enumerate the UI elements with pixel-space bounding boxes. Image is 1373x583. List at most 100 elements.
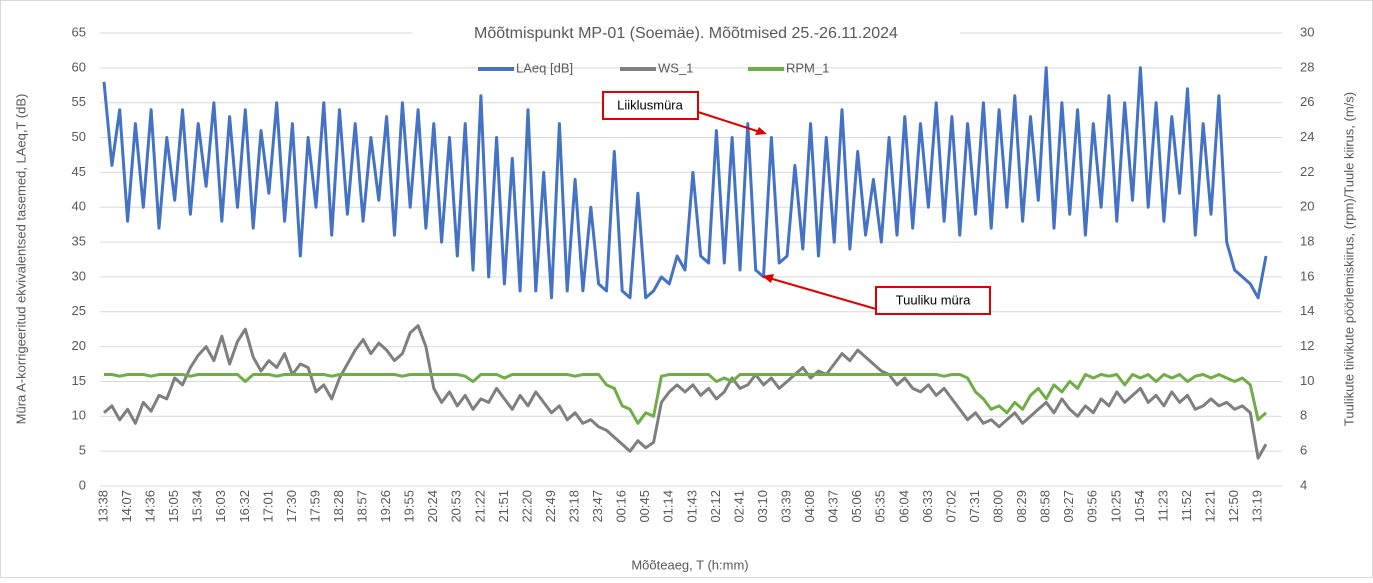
y2-tick-label: 30 bbox=[1300, 24, 1314, 39]
x-tick-label: 08:00 bbox=[990, 490, 1005, 523]
x-tick-label: 11:52 bbox=[1179, 490, 1194, 522]
y2-tick-label: 18 bbox=[1300, 234, 1314, 249]
grid: 0 5 10 15 20 25 30 35 40 45 50 55 60 65 4 6 8 10 12 14 16 18 2… bbox=[72, 24, 1315, 522]
x-tick-label: 10:25 bbox=[1108, 490, 1123, 523]
y2-tick-label: 4 bbox=[1300, 477, 1307, 492]
x-tick-label: 10:54 bbox=[1132, 490, 1147, 523]
x-tick-label: 16:03 bbox=[213, 490, 228, 523]
y2-tick-label: 22 bbox=[1300, 164, 1314, 179]
x-tick-label: 05:35 bbox=[873, 490, 888, 523]
x-tick-label: 03:10 bbox=[755, 490, 770, 523]
y2-tick-label: 28 bbox=[1300, 59, 1314, 74]
y-tick-label: 65 bbox=[72, 24, 86, 39]
x-tick-label: 04:08 bbox=[802, 490, 817, 523]
x-tick-label: 20:24 bbox=[425, 490, 440, 523]
y-tick-label: 60 bbox=[72, 59, 86, 74]
x-tick-label: 19:26 bbox=[378, 490, 393, 523]
arrow-head bbox=[755, 127, 767, 135]
x-tick-label: 09:27 bbox=[1061, 490, 1076, 523]
x-tick-label: 05:06 bbox=[849, 490, 864, 523]
x-tick-label: 02:41 bbox=[731, 490, 746, 523]
legend-label: LAeq [dB] bbox=[516, 60, 573, 75]
x-tick-label: 08:58 bbox=[1038, 490, 1053, 523]
x-tick-label: 00:16 bbox=[614, 490, 629, 523]
y-tick-label: 55 bbox=[72, 94, 86, 109]
legend: LAeq [dB] WS_1 RPM_1 bbox=[478, 60, 829, 75]
y2-tick-label: 8 bbox=[1300, 408, 1307, 423]
y2-tick-label: 6 bbox=[1300, 443, 1307, 458]
arrow-head bbox=[762, 274, 774, 283]
x-tick-label: 11:23 bbox=[1155, 490, 1170, 522]
x-tick-label: 14:07 bbox=[119, 490, 134, 523]
x-tick-label: 03:39 bbox=[779, 490, 794, 523]
x-tick-label: 12:50 bbox=[1226, 490, 1241, 523]
y-tick-label: 45 bbox=[72, 164, 86, 179]
y-tick-label: 5 bbox=[79, 443, 86, 458]
y-tick-label: 50 bbox=[72, 129, 86, 144]
x-tick-label: 00:45 bbox=[637, 490, 652, 523]
y2-tick-label: 16 bbox=[1300, 268, 1314, 283]
y2-tick-label: 14 bbox=[1300, 303, 1314, 318]
series-line bbox=[104, 373, 1267, 425]
y-tick-label: 40 bbox=[72, 199, 86, 214]
x-tick-label: 07:02 bbox=[943, 490, 958, 523]
x-tick-label: 01:43 bbox=[684, 490, 699, 523]
title-background bbox=[412, 22, 960, 44]
annotation-box bbox=[602, 91, 699, 120]
legend-label: WS_1 bbox=[658, 60, 693, 75]
y2-tick-label: 20 bbox=[1300, 199, 1314, 214]
legend-label: RPM_1 bbox=[786, 60, 829, 75]
x-tick-label: 21:51 bbox=[496, 490, 511, 523]
y2-axis-title: Tuulikute tiivikute pöörlemiskiirus, (rp… bbox=[1341, 92, 1356, 426]
x-tick-label: 06:04 bbox=[896, 490, 911, 523]
x-tick-label: 19:55 bbox=[402, 490, 417, 523]
x-tick-label: 07:31 bbox=[967, 490, 982, 523]
y-tick-label: 20 bbox=[72, 338, 86, 353]
x-tick-label: 17:30 bbox=[284, 490, 299, 523]
x-tick-label: 18:57 bbox=[355, 490, 370, 523]
x-tick-label: 16:32 bbox=[237, 490, 252, 523]
y-tick-label: 15 bbox=[72, 373, 86, 388]
x-tick-label: 17:01 bbox=[260, 490, 275, 523]
x-tick-label: 17:59 bbox=[307, 490, 322, 523]
x-tick-label: 12:21 bbox=[1202, 490, 1217, 523]
y-tick-label: 30 bbox=[72, 268, 86, 283]
x-tick-label: 13:38 bbox=[95, 490, 110, 523]
y2-tick-label: 26 bbox=[1300, 94, 1314, 109]
y2-tick-label: 24 bbox=[1300, 129, 1314, 144]
x-tick-label: 02:12 bbox=[708, 490, 723, 523]
x-tick-label: 14:36 bbox=[143, 490, 158, 523]
y-tick-label: 35 bbox=[72, 234, 86, 249]
x-tick-label: 18:28 bbox=[331, 490, 346, 523]
x-tick-label: 04:37 bbox=[826, 490, 841, 523]
y-tick-label: 10 bbox=[72, 408, 86, 423]
x-tick-label: 13:19 bbox=[1250, 490, 1265, 523]
series-line bbox=[102, 66, 1268, 300]
annotation-arrow bbox=[697, 111, 761, 133]
series-line bbox=[103, 324, 1268, 460]
annotation: Tuuliku müra bbox=[896, 292, 971, 307]
x-tick-label: 20:53 bbox=[449, 490, 464, 523]
annotation-box bbox=[875, 286, 991, 315]
x-axis-title: Mõõteaeg, T (h:mm) bbox=[631, 557, 748, 572]
x-tick-label: 09:56 bbox=[1085, 490, 1100, 523]
x-tick-label: 23:47 bbox=[590, 490, 605, 523]
x-tick-label: 23:18 bbox=[567, 490, 582, 523]
annotation: Liiklusmüra bbox=[617, 97, 684, 112]
y2-tick-label: 10 bbox=[1300, 373, 1314, 388]
x-tick-label: 21:22 bbox=[472, 490, 487, 523]
annotation-arrow bbox=[768, 277, 877, 310]
chart-title: Mõõtmispunkt MP-01 (Soemäe). Mõõtmised 2… bbox=[474, 25, 898, 42]
y-tick-label: 0 bbox=[79, 477, 86, 492]
x-tick-label: 01:14 bbox=[661, 490, 676, 523]
x-tick-label: 22:49 bbox=[543, 490, 558, 523]
y-tick-label: 25 bbox=[72, 303, 86, 318]
y-axis-title: Müra A-korrigeeritud ekvivalentsed tasem… bbox=[13, 94, 28, 425]
x-tick-label: 08:29 bbox=[1014, 490, 1029, 523]
y2-tick-label: 12 bbox=[1300, 338, 1314, 353]
x-tick-label: 15:34 bbox=[190, 490, 205, 523]
x-tick-label: 22:20 bbox=[519, 490, 534, 523]
plot-area bbox=[102, 66, 1268, 460]
x-tick-label: 15:05 bbox=[166, 490, 181, 523]
